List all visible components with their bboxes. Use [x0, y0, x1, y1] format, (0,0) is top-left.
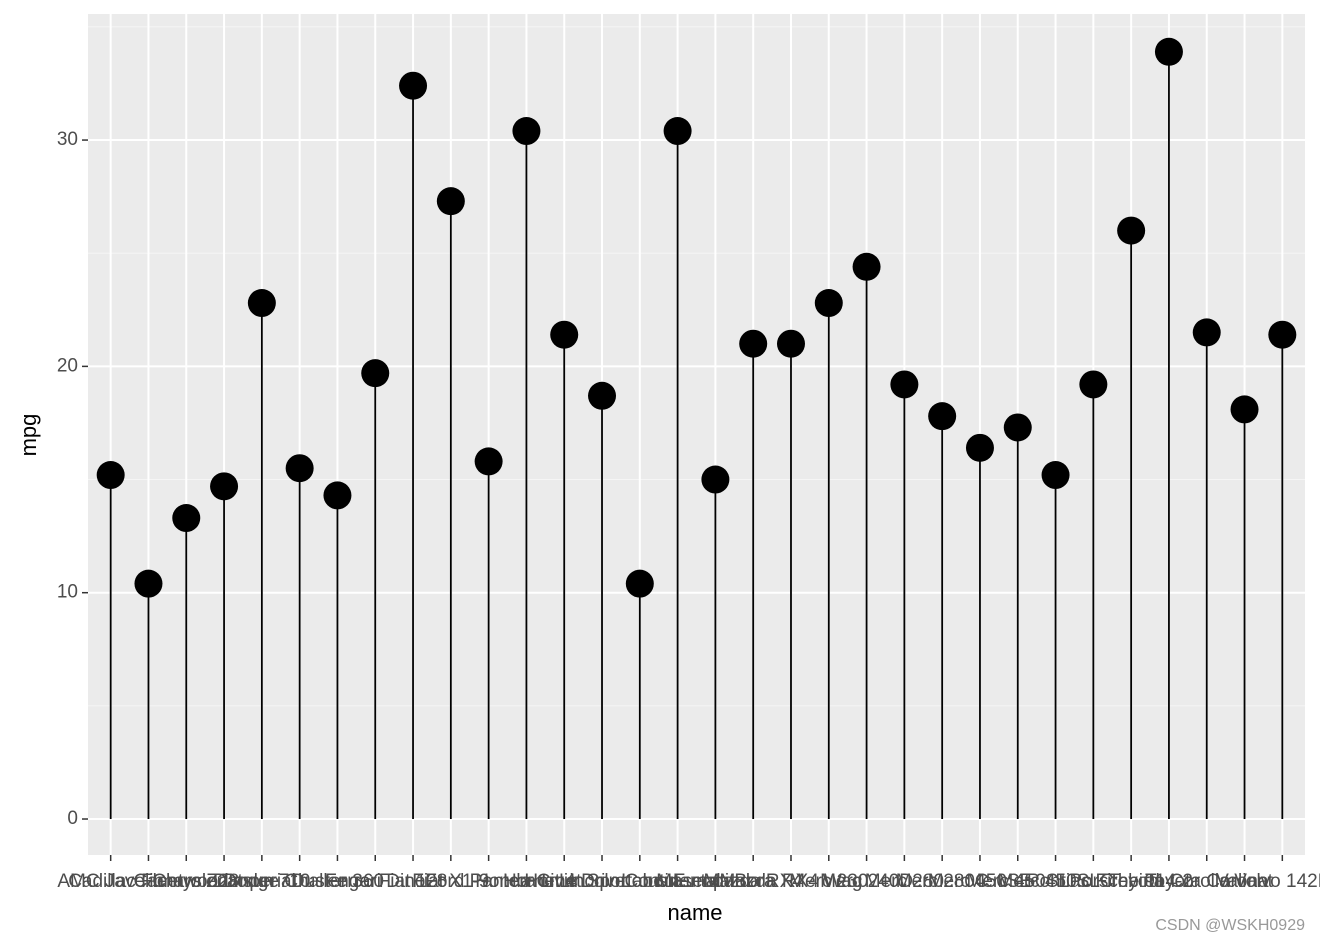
dot [588, 381, 617, 410]
dot [512, 117, 541, 146]
x-tick-label: Merc 280 [865, 871, 944, 892]
x-tick-label: Merc 280C [896, 871, 989, 892]
dot [663, 117, 692, 146]
x-axis-title: name [667, 900, 722, 925]
dot [776, 329, 805, 358]
y-tick-label: 20 [57, 355, 78, 376]
x-tick-label: Fiat X1-9 [412, 871, 489, 892]
dot [1041, 461, 1070, 490]
x-tick-label: Merc 450SL [967, 871, 1069, 892]
x-tick-label: Hornet Sportabout [524, 871, 680, 892]
x-tick-label: Toyota Corolla [1108, 871, 1230, 892]
x-tick-label: Maserati Bora [656, 871, 775, 892]
x-tick-label: Merc 230 [789, 871, 868, 892]
dot [1192, 318, 1221, 347]
dot [739, 329, 768, 358]
dot [474, 447, 503, 476]
y-tick-label: 0 [67, 808, 78, 829]
dot [96, 461, 125, 490]
x-tick-label: Fiat 128 [379, 871, 448, 892]
panel [88, 14, 1305, 855]
x-tick-label: Honda Civic [475, 871, 577, 892]
dot [550, 320, 579, 349]
x-tick-label: AMC Javelin [57, 871, 164, 892]
x-tick-label: Merc 450SLC [997, 871, 1113, 892]
dot [323, 481, 352, 510]
dot [247, 289, 276, 318]
dot [285, 454, 314, 483]
dot [172, 504, 201, 533]
dot [814, 289, 843, 318]
dot [701, 465, 730, 494]
dot [1268, 320, 1297, 349]
x-tick-label: Pontiac Firebird [1027, 871, 1160, 892]
dot [928, 402, 957, 431]
x-tick-label: Datsun 710 [213, 871, 310, 892]
x-tick-label: Duster 360 [291, 871, 384, 892]
x-tick-label: Mazda RX4 [704, 871, 804, 892]
x-tick-label: Toyota Corona [1145, 871, 1269, 892]
x-tick-label: Cadillac Fleetwood [68, 871, 229, 892]
x-tick-label: Lincoln Continental [559, 871, 721, 892]
x-tick-label: Lotus Europa [621, 871, 734, 892]
dot [852, 252, 881, 281]
x-tick-label: Ford Pantera L [425, 871, 552, 892]
dot [399, 71, 428, 100]
x-tick-label: Dodge Challenger [223, 871, 377, 892]
x-tick-label: Porsche 914-2 [1069, 871, 1193, 892]
dot [436, 187, 465, 216]
dot [890, 370, 919, 399]
x-tick-label: Mazda RX4 Wag [720, 871, 863, 892]
dot [625, 569, 654, 598]
x-tick-label: Ferrari Dino [325, 871, 425, 892]
dot [1117, 216, 1146, 245]
y-tick-label: 30 [57, 129, 78, 150]
x-tick-label: Merc 240D [820, 871, 913, 892]
x-tick-label: Hornet 4 Drive [503, 871, 626, 892]
dot [134, 569, 163, 598]
dot [965, 433, 994, 462]
x-tick-label: Merc 450SE [928, 871, 1033, 892]
y-tick-label: 10 [57, 582, 78, 603]
x-tick-label: Valiant [1216, 871, 1273, 892]
dot [1230, 395, 1259, 424]
x-tick-label: Chrysler Imperial [152, 871, 296, 892]
y-axis-title: mpg [16, 414, 41, 457]
dot [210, 472, 239, 501]
dot [1154, 37, 1183, 66]
dot [361, 359, 390, 388]
watermark: CSDN @WSKH0929 [1155, 917, 1305, 934]
dot [1003, 413, 1032, 442]
x-tick-label: Camaro Z28 [133, 871, 239, 892]
dot [1079, 370, 1108, 399]
x-tick-label: Volvo 142E [1234, 871, 1320, 892]
